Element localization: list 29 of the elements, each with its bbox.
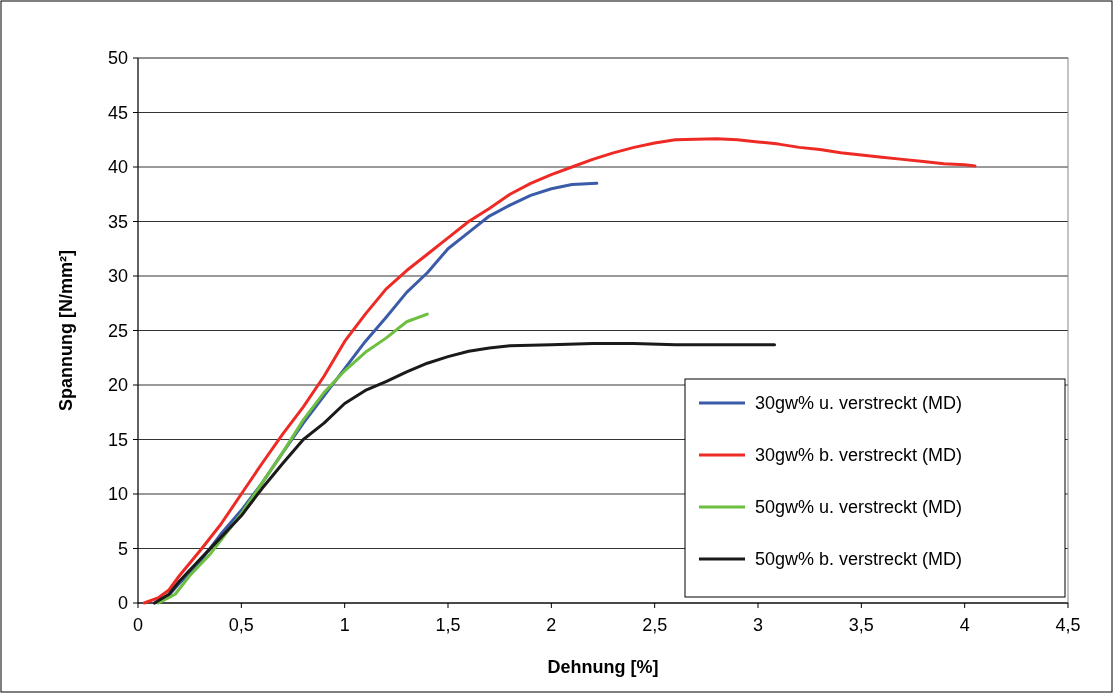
x-tick-label: 2,5 [642,615,668,635]
x-tick-label: 1 [339,615,350,635]
x-tick-label: 3 [752,615,764,635]
legend-label: 50gw% b. verstreckt (MD) [755,549,963,570]
x-tick-label: 2 [546,615,557,635]
x-tick-label: 4 [959,615,970,635]
line-series [142,137,977,605]
y-tick-label: 10 [107,484,128,505]
x-tick-label: 3,5 [848,615,874,635]
y-tick-label: 25 [107,320,128,341]
x-tick-label: 0 [132,615,144,635]
y-tick-label: 20 [107,375,128,396]
y-tick-label: 35 [107,211,128,232]
x-tick-label: 1,5 [435,615,461,635]
line-series [157,312,429,605]
legend-label: 30gw% b. verstreckt (MD) [755,445,963,466]
x-axis-title: Dehnung [%] [547,657,659,677]
y-tick-label: 15 [107,429,128,450]
y-tick-label: 45 [107,102,128,123]
legend-label: 50gw% u. verstreckt (MD) [755,497,963,518]
y-axis-title: Spannung [N/mm²] [56,250,76,411]
y-tick-label: 0 [117,593,128,614]
y-tick-label: 30 [107,266,128,287]
x-tick-label: 4,5 [1055,615,1081,635]
y-tick-label: 50 [107,48,128,69]
legend-label: 30gw% u. verstreckt (MD) [755,393,963,414]
y-tick-label: 5 [117,538,128,559]
x-tick-label: 0,5 [228,615,254,635]
y-tick-label: 40 [107,157,128,178]
